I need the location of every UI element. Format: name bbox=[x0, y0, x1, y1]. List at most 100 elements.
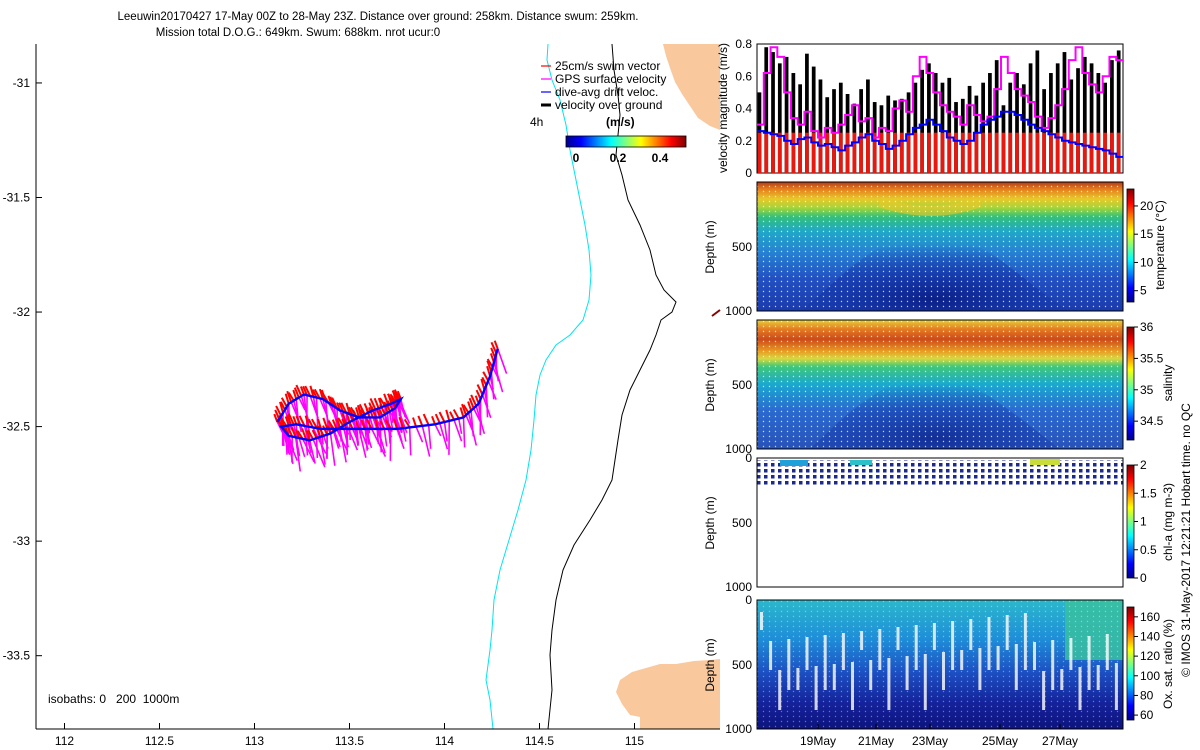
swim-bar-15 bbox=[859, 132, 863, 173]
swim-bar-47 bbox=[1076, 132, 1080, 173]
gps-vector bbox=[358, 428, 367, 458]
vog-bar-38 bbox=[1015, 73, 1019, 173]
swim-bar-5 bbox=[791, 132, 796, 173]
gps-vector bbox=[364, 428, 368, 451]
swim-vector bbox=[340, 402, 348, 414]
glider-track bbox=[276, 348, 499, 442]
gps-vector bbox=[276, 421, 284, 434]
swim-vector bbox=[398, 416, 405, 429]
swim-vector bbox=[327, 420, 335, 430]
swim-vector bbox=[462, 404, 470, 414]
gps-vector bbox=[396, 428, 405, 449]
swim-bar-11 bbox=[832, 132, 836, 173]
swim-bar-4 bbox=[784, 132, 789, 173]
isobath-label: isobaths: 0 200 1000m bbox=[48, 692, 179, 706]
vog-bar-41 bbox=[1035, 50, 1040, 174]
velocity-frame bbox=[756, 43, 1124, 174]
swim-vector bbox=[379, 397, 386, 407]
salinity-ctick-1: 35 bbox=[1140, 383, 1154, 397]
isobath-1000 bbox=[547, 43, 677, 730]
vog-bar-44 bbox=[1055, 63, 1060, 173]
oxygen-ctick-5: 160 bbox=[1140, 610, 1160, 624]
swim-vector bbox=[305, 430, 311, 441]
swim-bar-42 bbox=[1042, 132, 1046, 173]
swim-vector bbox=[468, 397, 475, 409]
gps-vector bbox=[434, 423, 442, 437]
map-xtick-3: 113.5 bbox=[335, 734, 364, 748]
swim-vector bbox=[275, 405, 282, 417]
swim-bar-40 bbox=[1028, 132, 1033, 173]
swim-vector bbox=[392, 390, 398, 402]
swim-bar-31 bbox=[967, 132, 972, 173]
swim-vector bbox=[360, 419, 367, 430]
map-xtick-0: 112 bbox=[55, 734, 74, 748]
vog-bar-11 bbox=[832, 89, 836, 173]
swim-vector bbox=[445, 409, 451, 422]
oxygen-ctick-0: 60 bbox=[1140, 708, 1154, 722]
vog-bar-28 bbox=[947, 77, 952, 173]
swim-vector bbox=[431, 415, 436, 425]
legend-vog-label: velocity over ground bbox=[555, 98, 662, 112]
gps-vector bbox=[315, 397, 319, 429]
vog-bar-49 bbox=[1089, 63, 1094, 173]
swim-vector bbox=[384, 419, 392, 430]
swim-bar-48 bbox=[1082, 132, 1087, 173]
oxygen-clabel: Ox. sat. ratio (%) bbox=[1161, 619, 1175, 709]
temperature-samples bbox=[757, 182, 1123, 311]
swim-bar-41 bbox=[1035, 132, 1040, 173]
swim-bar-9 bbox=[818, 132, 823, 173]
vog-bar-24 bbox=[920, 69, 924, 173]
swim-vector bbox=[292, 389, 298, 400]
swim-vector bbox=[387, 393, 393, 404]
gps-vector bbox=[324, 400, 329, 428]
vog-bar-50 bbox=[1096, 73, 1101, 173]
vog-bar-5 bbox=[791, 73, 796, 173]
map-xtick-4: 114 bbox=[435, 734, 454, 748]
vog-bar-6 bbox=[798, 84, 802, 173]
swim-vector bbox=[280, 401, 286, 411]
swim-vector bbox=[293, 387, 300, 398]
vog-bar-12 bbox=[838, 82, 843, 173]
gps-vector bbox=[496, 348, 508, 374]
swim-bar-45 bbox=[1062, 132, 1067, 173]
swim-vector bbox=[363, 403, 370, 413]
swim-bar-10 bbox=[825, 132, 830, 173]
chla-ctick-0: 0 bbox=[1140, 571, 1147, 585]
swim-vector bbox=[375, 409, 381, 418]
swim-vector bbox=[355, 420, 360, 430]
map-ytick-3: -32.5 bbox=[3, 420, 31, 434]
swim-vector bbox=[322, 425, 328, 436]
swim-bar-12 bbox=[838, 132, 843, 173]
chla-ytick-0: 0 bbox=[745, 451, 752, 465]
swim-vector bbox=[373, 397, 380, 409]
colorbar-tick-2: 0.4 bbox=[652, 151, 669, 165]
map-ytick-1: -31.5 bbox=[3, 190, 31, 204]
chla-patch-1 bbox=[780, 460, 808, 466]
gps-vector bbox=[402, 427, 407, 442]
chla-ytick-500: 500 bbox=[732, 516, 752, 530]
vog-bar-2 bbox=[771, 52, 775, 173]
gps-vector bbox=[490, 371, 495, 400]
swim-vector bbox=[346, 417, 354, 430]
vog-bar-46 bbox=[1069, 79, 1074, 173]
salinity-ytick-1000: 1000 bbox=[725, 442, 752, 456]
swim-vector bbox=[355, 407, 360, 418]
temperature-clabel: temperature (°C) bbox=[1153, 200, 1167, 290]
swim-vector bbox=[476, 384, 484, 395]
velocity-ytick-3: 0.6 bbox=[735, 69, 752, 83]
swim-vector bbox=[374, 417, 379, 430]
swim-vector bbox=[304, 385, 312, 397]
salinity-clabel: salinity bbox=[1161, 365, 1175, 402]
swim-vector bbox=[493, 340, 499, 350]
temperature-ylabel: Depth (m) bbox=[703, 220, 717, 273]
swim-vector bbox=[403, 418, 411, 428]
swim-vector bbox=[311, 418, 318, 429]
swim-vector bbox=[459, 407, 465, 418]
gps-vector bbox=[443, 421, 448, 442]
temperature-ytick-500: 500 bbox=[732, 240, 752, 254]
oxygen-ytick-0: 0 bbox=[745, 593, 752, 607]
gps-vector bbox=[421, 425, 431, 457]
vog-bar-3 bbox=[777, 63, 782, 173]
vog-bar-7 bbox=[805, 53, 809, 173]
swim-bar-37 bbox=[1008, 132, 1013, 173]
